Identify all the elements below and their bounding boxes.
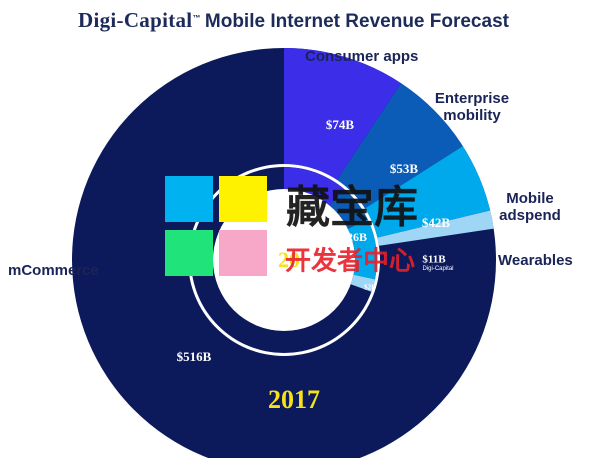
title-trademark: ™ bbox=[192, 13, 201, 23]
value-label-mcommerce-inner: $133B bbox=[248, 291, 280, 305]
title-text: Mobile Internet Revenue Forecast bbox=[204, 11, 509, 32]
watermark-logo bbox=[165, 176, 269, 280]
value-label-wearables-inner: $2B bbox=[364, 284, 376, 292]
slice-wearables-2017 bbox=[377, 210, 494, 246]
slice-enterprise-mobility-2017 bbox=[336, 83, 463, 209]
value-label-mcommerce-2017: $516B bbox=[177, 349, 212, 364]
slice-mobile-adspend-2017 bbox=[364, 146, 491, 238]
chart-title: Digi-Capital™ Mobile Internet Revenue Fo… bbox=[78, 8, 509, 33]
year-label-outer: 2017 bbox=[268, 385, 320, 414]
value-label-wearables-2017: $11B bbox=[422, 254, 446, 266]
adspend-line-2: adspend bbox=[499, 207, 561, 224]
year-label-inner: 20 bbox=[278, 247, 300, 272]
value-label-enterprise-2017: $53B bbox=[390, 161, 419, 176]
value-label-consumer-apps-inner: $26B bbox=[341, 230, 367, 244]
enterprise-line-2: mobility bbox=[443, 107, 501, 124]
slice-consumer-apps-inner bbox=[284, 167, 344, 206]
slice-consumer-apps-2017 bbox=[284, 48, 402, 180]
legend-label-enterprise-mobility: Enterprise mobility bbox=[430, 90, 514, 124]
legend-label-wearables: Wearables bbox=[498, 252, 573, 269]
slice-wearables-inner bbox=[350, 274, 375, 292]
watermark-square-pink bbox=[219, 230, 267, 276]
watermark-text-main: 藏宝库 bbox=[286, 182, 418, 233]
title-brand: Digi-Capital bbox=[78, 8, 193, 32]
value-label-consumer-apps-2017: $74B bbox=[326, 117, 355, 132]
watermark-square-yellow bbox=[219, 176, 267, 222]
legend-label-consumer-apps: Consumer apps bbox=[305, 48, 419, 65]
enterprise-line-1: Enterprise bbox=[434, 90, 510, 107]
watermark-square-blue bbox=[165, 176, 213, 222]
inner-brand-text: Digi-Capital bbox=[422, 266, 453, 272]
watermark-text-sub: 开发者中心 bbox=[285, 246, 415, 277]
slice-mobile-adspend-inner bbox=[347, 219, 377, 280]
value-label-adspend-2017: $42B bbox=[422, 215, 451, 230]
adspend-line-1: Mobile bbox=[506, 190, 554, 207]
legend-label-mobile-adspend: Mobile adspend bbox=[498, 190, 562, 224]
legend-label-mcommerce: mCommerce bbox=[8, 262, 99, 279]
watermark-square-green bbox=[165, 230, 213, 276]
inner-hole bbox=[213, 189, 355, 331]
slice-enterprise-mobility-inner bbox=[329, 188, 368, 229]
